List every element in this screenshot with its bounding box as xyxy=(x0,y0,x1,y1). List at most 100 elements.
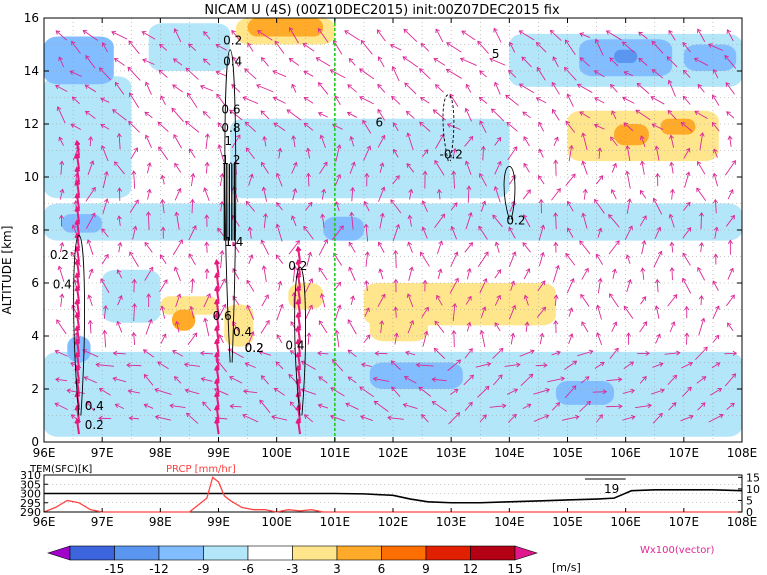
contour-label: 0.2 xyxy=(85,418,104,432)
wind-vector xyxy=(576,350,593,357)
wind-vector-head xyxy=(518,83,524,89)
wind-vector-head xyxy=(261,186,267,192)
wind-vector xyxy=(479,120,487,133)
wind-vector-head xyxy=(489,57,495,63)
wind-vector-head xyxy=(642,321,648,326)
contour-label: 5 xyxy=(492,47,500,61)
wind-vector-head xyxy=(390,199,395,204)
wind-vector-head xyxy=(486,361,492,367)
wind-vector xyxy=(391,96,401,105)
shaded-region xyxy=(44,76,132,199)
shaded-region xyxy=(44,36,114,85)
wind-vector xyxy=(551,82,560,95)
wind-vector-head xyxy=(158,146,163,152)
wind-vector xyxy=(204,318,210,336)
wind-vector-head xyxy=(713,253,719,258)
wind-vector xyxy=(523,214,531,228)
wind-vector-head xyxy=(158,69,164,75)
strong-vector xyxy=(76,220,80,236)
wind-vector-head xyxy=(712,94,717,100)
wind-vector xyxy=(711,362,720,369)
contour-label: 0.2 xyxy=(245,341,264,355)
wind-vector xyxy=(525,322,528,332)
strong-vector-head xyxy=(74,338,81,345)
wind-vector-head xyxy=(528,373,534,379)
wind-vector xyxy=(159,254,167,265)
wind-vector-head xyxy=(522,111,527,117)
strong-vector xyxy=(76,273,80,289)
wind-vector xyxy=(115,403,125,410)
wind-vector-head xyxy=(70,123,76,129)
wind-vector xyxy=(626,279,631,293)
wind-vector xyxy=(669,214,675,228)
wind-vector xyxy=(392,66,400,82)
strong-vector-head xyxy=(295,351,302,358)
wind-vector-head xyxy=(350,295,356,301)
wind-vector-head xyxy=(455,412,461,417)
strong-vector xyxy=(297,287,302,302)
wind-vector-head xyxy=(232,321,237,326)
wind-vector xyxy=(403,404,418,409)
strong-vector xyxy=(76,141,80,156)
contour-label: 1.2 xyxy=(221,153,240,167)
wind-vector-head xyxy=(204,268,210,273)
wind-vector-head xyxy=(730,402,735,408)
wind-vector xyxy=(89,320,92,334)
wind-vector-head xyxy=(348,241,354,247)
wind-vector-head xyxy=(54,349,60,355)
contour-label: 1.4 xyxy=(224,235,243,249)
wind-vector xyxy=(392,224,400,242)
wind-vector xyxy=(652,123,664,130)
wind-vector-head xyxy=(229,403,235,409)
wind-vector-head xyxy=(261,265,267,270)
wind-vector xyxy=(159,279,168,293)
wind-vector xyxy=(522,111,531,119)
wind-vector xyxy=(117,269,123,279)
wind-vector xyxy=(568,307,573,317)
wind-vector-head xyxy=(684,332,690,337)
wind-vector-head xyxy=(192,225,197,230)
wind-vector xyxy=(437,269,442,279)
wind-vector-head xyxy=(580,293,585,299)
wind-vector-head xyxy=(291,83,296,89)
wind-vector-head xyxy=(129,251,134,257)
colorbar-box xyxy=(203,545,249,561)
wind-vector xyxy=(85,110,96,120)
wind-vector xyxy=(509,42,516,53)
wind-vector-head xyxy=(221,278,226,283)
wind-vector xyxy=(363,334,371,344)
wind-vector-head xyxy=(128,415,134,421)
strong-vector xyxy=(215,419,220,435)
wind-vector-head xyxy=(434,320,440,326)
wind-vector-head xyxy=(529,349,535,355)
strong-vector-head xyxy=(214,351,220,358)
wind-vector-head xyxy=(260,375,266,380)
wind-vector xyxy=(335,144,341,162)
wind-vector-head xyxy=(498,347,504,353)
wind-vector-head xyxy=(731,373,737,378)
colorbar: -15 -12 -9 -6 -3 3 6 9 12 15 xyxy=(47,545,538,575)
wind-vector-head xyxy=(144,111,150,117)
wind-vector-head xyxy=(103,170,109,176)
wind-vector-head xyxy=(103,198,109,204)
strong-vector-head xyxy=(295,285,302,292)
wind-vector xyxy=(188,225,197,241)
wind-vector-head xyxy=(595,304,601,310)
wind-vector xyxy=(538,148,544,158)
wind-vector-head xyxy=(86,401,91,406)
wind-vector-head xyxy=(185,67,191,73)
wind-vector-head xyxy=(480,145,486,151)
wind-vector-head xyxy=(289,401,295,407)
wind-vector xyxy=(670,135,675,148)
wind-vector-head xyxy=(565,120,570,126)
wind-vector xyxy=(436,295,443,306)
wind-vector xyxy=(407,320,414,334)
wind-vector-head xyxy=(395,175,400,180)
wind-vector xyxy=(263,213,267,229)
wind-vector xyxy=(698,318,705,336)
vector-legend-label: Wx100(vector) xyxy=(640,545,715,556)
wind-vector-head xyxy=(55,377,60,383)
wind-vector-head xyxy=(173,266,179,272)
wind-vector-head xyxy=(511,174,516,180)
wind-vector-head xyxy=(189,198,195,204)
